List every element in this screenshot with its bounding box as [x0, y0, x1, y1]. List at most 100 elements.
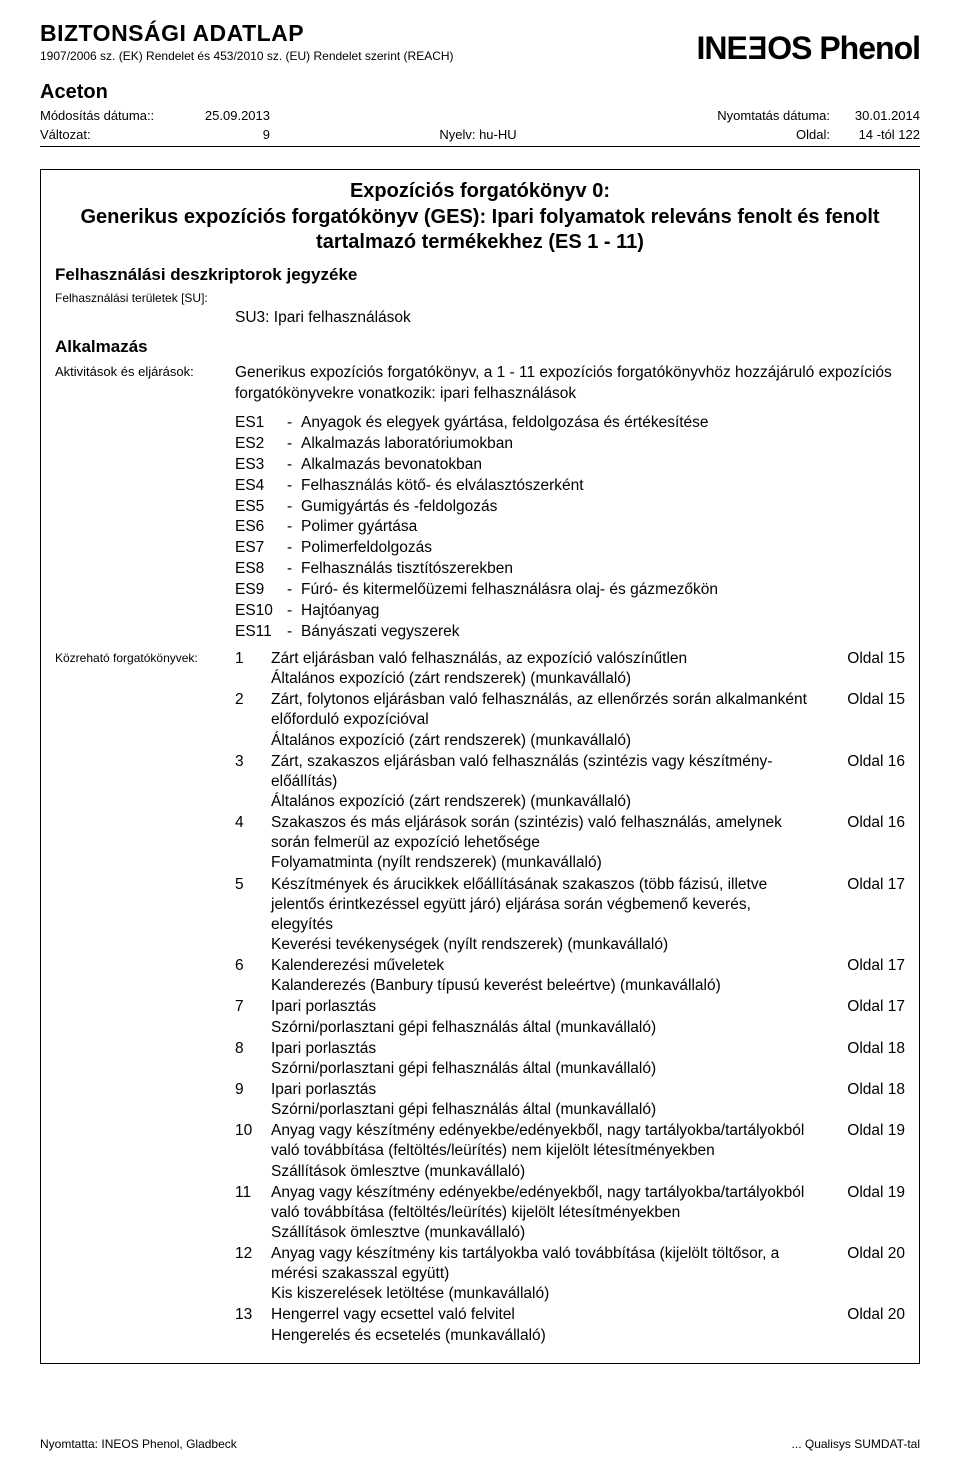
scenario-number: 11	[235, 1183, 271, 1203]
print-date-label: Nyomtatás dátuma:	[680, 108, 830, 123]
dash: -	[287, 455, 301, 476]
scenario-number: 10	[235, 1121, 271, 1141]
scenario-number: 12	[235, 1244, 271, 1264]
content-box: Expozíciós forgatókönyv 0: Generikus exp…	[40, 169, 920, 1364]
scenario-page: Oldal 15	[825, 649, 905, 669]
contrib-label	[55, 1183, 235, 1185]
scenario-number: 1	[235, 649, 271, 669]
es-code: ES9	[235, 580, 287, 601]
scenario-row: 5Készítmények és árucikkek előállításána…	[55, 875, 905, 956]
page-label: Oldal:	[680, 127, 830, 142]
scenario-page: Oldal 17	[825, 997, 905, 1017]
dash: -	[287, 434, 301, 455]
meta-row-2: Változat: 9 Nyelv: hu-HU Oldal: 14 -tól …	[40, 127, 920, 142]
section-application: Alkalmazás	[55, 337, 905, 357]
contrib-label	[55, 752, 235, 754]
scenario-desc: Ipari porlasztásSzórni/porlasztani gépi …	[271, 1080, 825, 1120]
scenario-number: 5	[235, 875, 271, 895]
scenario-page: Oldal 16	[825, 752, 905, 772]
es-item: ES2-Alkalmazás laboratóriumokban	[235, 434, 905, 455]
contrib-label	[55, 956, 235, 958]
contrib-label	[55, 875, 235, 877]
scenario-desc: Anyag vagy készítmény edényekbe/edényekb…	[271, 1121, 825, 1181]
contrib-label	[55, 1121, 235, 1123]
dash: -	[287, 497, 301, 518]
es-item: ES1-Anyagok és elegyek gyártása, feldolg…	[235, 413, 905, 434]
scenario-number: 9	[235, 1080, 271, 1100]
scenario-page: Oldal 19	[825, 1183, 905, 1203]
scenario-desc: Készítmények és árucikkek előállításának…	[271, 875, 825, 956]
scenario-row: 4Szakaszos és más eljárások során (szint…	[55, 813, 905, 873]
contrib-label	[55, 1305, 235, 1307]
scenario-desc: Szakaszos és más eljárások során (szinté…	[271, 813, 825, 873]
scenario-number: 8	[235, 1039, 271, 1059]
scenario-desc: Ipari porlasztásSzórni/porlasztani gépi …	[271, 1039, 825, 1079]
es-code: ES5	[235, 497, 287, 518]
scenario-page: Oldal 20	[825, 1244, 905, 1264]
scenario-row: 9Ipari porlasztásSzórni/porlasztani gépi…	[55, 1080, 905, 1120]
contrib-label	[55, 813, 235, 815]
es-text: Polimerfeldolgozás	[301, 538, 432, 559]
scenario-desc: Anyag vagy készítmény edényekbe/edényekb…	[271, 1183, 825, 1243]
es-item: ES10-Hajtóanyag	[235, 601, 905, 622]
contrib-label: Közreható forgatókönyvek:	[55, 649, 235, 667]
scenario-desc: Zárt, szakaszos eljárásban való felhaszn…	[271, 752, 825, 812]
dash: -	[287, 559, 301, 580]
scenario-list: Közreható forgatókönyvek:1Zárt eljárásba…	[55, 649, 905, 1346]
footer: Nyomtatta: INEOS Phenol, Gladbeck ... Qu…	[40, 1437, 920, 1451]
scenario-page: Oldal 18	[825, 1039, 905, 1059]
scenario-number: 4	[235, 813, 271, 833]
company-logo: INEƎOS Phenol	[697, 20, 920, 67]
es-item: ES4-Felhasználás kötő- és elválasztószer…	[235, 476, 905, 497]
print-date-value: 30.01.2014	[830, 108, 920, 123]
dash: -	[287, 517, 301, 538]
activities-row: Aktivitások és eljárások: Generikus expo…	[55, 363, 905, 643]
mod-date-label: Módosítás dátuma::	[40, 108, 190, 123]
dash: -	[287, 538, 301, 559]
scenario-number: 3	[235, 752, 271, 772]
dash: -	[287, 622, 301, 643]
scenario-row: 13Hengerrel vagy ecsettel való felvitelH…	[55, 1305, 905, 1345]
scenario-title: Expozíciós forgatókönyv 0:	[55, 180, 905, 203]
scenario-desc: Anyag vagy készítmény kis tartályokba va…	[271, 1244, 825, 1304]
es-item: ES3-Alkalmazás bevonatokban	[235, 455, 905, 476]
dash: -	[287, 601, 301, 622]
scenario-number: 2	[235, 690, 271, 710]
scenario-page: Oldal 16	[825, 813, 905, 833]
scenario-page: Oldal 18	[825, 1080, 905, 1100]
scenario-row: Közreható forgatókönyvek:1Zárt eljárásba…	[55, 649, 905, 689]
es-code: ES8	[235, 559, 287, 580]
dash: -	[287, 580, 301, 601]
su-value: SU3: Ipari felhasználások	[235, 309, 905, 327]
scenario-page: Oldal 17	[825, 875, 905, 895]
scenario-desc: Hengerrel vagy ecsettel való felvitelHen…	[271, 1305, 825, 1345]
language: Nyelv: hu-HU	[276, 127, 680, 142]
activities-value: Generikus expozíciós forgatókönyv, a 1 -…	[235, 363, 905, 643]
scenario-row: 2Zárt, folytonos eljárásban való felhasz…	[55, 690, 905, 750]
meta-row-1: Módosítás dátuma:: 25.09.2013 Nyomtatás …	[40, 108, 920, 123]
es-code: ES7	[235, 538, 287, 559]
scenario-row: 12Anyag vagy készítmény kis tartályokba …	[55, 1244, 905, 1304]
scenario-desc: Kalenderezési műveletekKalanderezés (Ban…	[271, 956, 825, 996]
scenario-subtitle: Generikus expozíciós forgatókönyv (GES):…	[55, 205, 905, 255]
es-text: Alkalmazás laboratóriumokban	[301, 434, 513, 455]
dash: -	[287, 413, 301, 434]
contrib-label	[55, 690, 235, 692]
sds-subtitle: 1907/2006 sz. (EK) Rendelet és 453/2010 …	[40, 49, 697, 63]
activities-label: Aktivitások és eljárások:	[55, 363, 235, 379]
footer-right: ... Qualisys SUMDAT-tal	[792, 1437, 920, 1451]
contrib-label	[55, 997, 235, 999]
version-value: 9	[190, 127, 276, 142]
scenario-page: Oldal 20	[825, 1305, 905, 1325]
su-label: Felhasználási területek [SU]:	[55, 291, 905, 305]
page-value: 14 -tól 122	[830, 127, 920, 142]
es-item: ES5-Gumigyártás és -feldolgozás	[235, 497, 905, 518]
es-code: ES4	[235, 476, 287, 497]
scenario-row: 8Ipari porlasztásSzórni/porlasztani gépi…	[55, 1039, 905, 1079]
footer-left: Nyomtatta: INEOS Phenol, Gladbeck	[40, 1437, 237, 1451]
scenario-page: Oldal 17	[825, 956, 905, 976]
scenario-page: Oldal 19	[825, 1121, 905, 1141]
es-text: Gumigyártás és -feldolgozás	[301, 497, 497, 518]
es-item: ES11-Bányászati vegyszerek	[235, 622, 905, 643]
contrib-label	[55, 1080, 235, 1082]
